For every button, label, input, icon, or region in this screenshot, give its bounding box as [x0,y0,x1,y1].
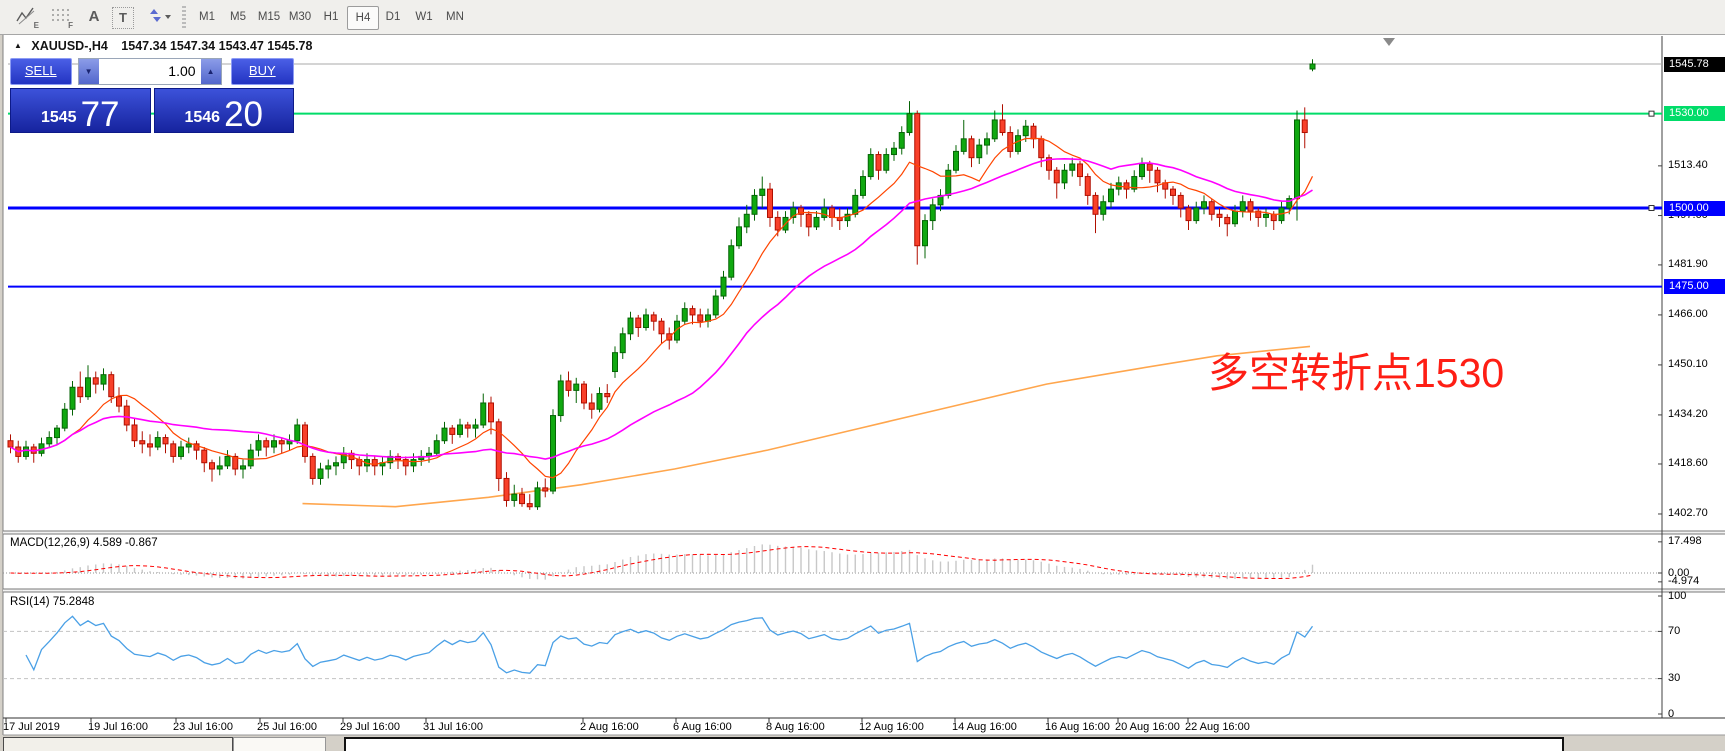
sell-price-pips: 77 [80,94,120,134]
text-box-icon[interactable]: T [112,7,134,29]
volume-stepper: ▼ ▲ [77,58,222,85]
chart-tab-2[interactable] [233,737,326,751]
chart-tab-3[interactable] [344,737,1564,751]
time-axis-label: 14 Aug 16:00 [952,721,1017,733]
macd-axis-label: 17.498 [1668,535,1702,548]
volume-down-button[interactable]: ▼ [78,59,99,84]
volume-up-button[interactable]: ▲ [200,59,221,84]
rsi-label: RSI(14) 75.2848 [10,596,95,608]
price-tick-label: 1434.20 [1668,408,1708,421]
macd-axis-label: -4.974 [1668,575,1700,588]
indicator-sketch-icon[interactable]: E [12,5,40,30]
toolbar: E F A T M1 M5 M15 M30 H1 H4 D1 W1 MN [0,0,1725,35]
price-tick-label: 1418.60 [1668,457,1708,470]
time-axis-label: 6 Aug 16:00 [673,721,732,733]
sell-price-main: 1545 [40,109,77,126]
current-price-badge: 1545.78 [1664,56,1725,72]
timeframe-button-m30[interactable]: M30 [288,11,312,23]
chart-symbol-header: ▲ XAUUSD-,H4 1547.34 1547.34 1543.47 154… [14,39,312,53]
time-axis-label: 23 Jul 16:00 [173,721,233,733]
grid-icon[interactable]: F [46,5,74,30]
timeframe-button-m15[interactable]: M15 [257,11,281,23]
timeframe-button-h1[interactable]: H1 [323,11,339,23]
buy-button[interactable]: BUY [230,58,294,85]
bottom-tab-strip [0,736,1725,751]
time-axis-label: 17 Jul 2019 [3,721,60,733]
buy-price-main: 1546 [184,109,221,126]
time-axis-label: 12 Aug 16:00 [859,721,924,733]
timeframe-button-d1[interactable]: D1 [385,11,401,23]
collapse-triangle-icon[interactable]: ▲ [14,41,22,50]
chart-window[interactable] [3,35,1725,735]
buy-price-pips: 20 [224,94,264,134]
text-label-icon[interactable]: A [88,8,100,25]
cycle-arrows-icon[interactable] [146,5,174,29]
price-line-badge[interactable]: 1500.00 [1664,200,1725,216]
macd-label: MACD(12,26,9) 4.589 -0.867 [10,537,158,549]
price-line-badge[interactable]: 1475.00 [1664,279,1725,295]
price-tick-label: 1466.00 [1668,308,1708,321]
timeframe-button-m5[interactable]: M5 [230,11,246,23]
toolbar-drag-handle[interactable] [182,6,186,28]
rsi-axis-label: 0 [1668,707,1675,720]
time-axis-label: 2 Aug 16:00 [580,721,639,733]
one-click-trading-panel: SELL ▼ ▲ BUY 1545 77 1546 20 [10,58,294,133]
volume-input[interactable] [98,59,201,82]
time-axis-label: 31 Jul 16:00 [423,721,483,733]
price-line-badge[interactable]: 1530.00 [1664,106,1725,122]
time-axis-label: 20 Aug 16:00 [1115,721,1180,733]
chart-tab-1[interactable] [3,737,233,751]
timeframe-button-w1[interactable]: W1 [415,11,433,23]
timeframe-button-m1[interactable]: M1 [199,11,215,23]
timeframe-button-mn[interactable]: MN [446,11,464,23]
time-axis-label: 19 Jul 16:00 [88,721,148,733]
buy-price-box[interactable]: 1546 20 [153,88,294,134]
rsi-axis-label: 30 [1668,672,1681,685]
timeframe-button-h4[interactable]: H4 [347,6,379,30]
time-axis-label: 22 Aug 16:00 [1185,721,1250,733]
sell-price-box[interactable]: 1545 77 [10,88,151,133]
rsi-axis-label: 100 [1668,589,1687,602]
price-tick-label: 1513.40 [1668,159,1708,172]
sell-button[interactable]: SELL [10,58,72,85]
time-axis-label: 29 Jul 16:00 [340,721,400,733]
rsi-axis-label: 70 [1668,624,1681,637]
price-tick-label: 1450.10 [1668,358,1708,371]
chart-annotation-text: 多空转折点1530 [1208,350,1505,396]
symbol-label: XAUUSD-,H4 [31,39,108,53]
ohlc-values: 1547.34 1547.34 1543.47 1545.78 [121,39,313,53]
price-tick-label: 1402.70 [1668,507,1708,520]
time-axis-label: 8 Aug 16:00 [766,721,825,733]
time-axis-label: 16 Aug 16:00 [1045,721,1110,733]
macd-axis-label: 0.00 [1668,566,1690,579]
price-tick-label: 1481.90 [1668,258,1708,271]
time-axis-label: 25 Jul 16:00 [257,721,317,733]
